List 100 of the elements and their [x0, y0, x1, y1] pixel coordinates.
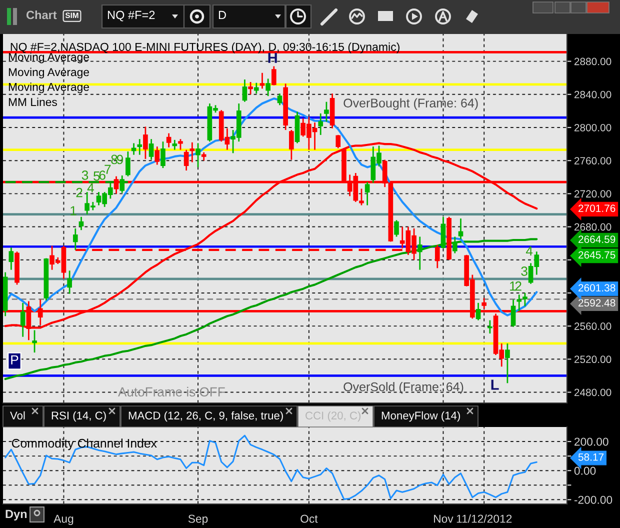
- ref-line-label: 2592.48: [578, 299, 616, 307]
- text: 2701.76: [578, 204, 616, 212]
- candlestick: [178, 138, 183, 151]
- text: MoneyFlow (14): [382, 411, 460, 422]
- candlestick: [510, 298, 516, 328]
- text: 58.17: [578, 453, 604, 461]
- candlestick: [452, 236, 458, 254]
- candlestick: [318, 112, 324, 136]
- annotation: OverSold (Frame: 64): [344, 382, 464, 394]
- candlestick: [8, 246, 14, 270]
- text: Dyn: [6, 510, 27, 521]
- text: RSI (14, C): [52, 411, 106, 422]
- candlestick: [271, 66, 276, 86]
- x-tick-label: Nov: [434, 514, 454, 523]
- annotation: P: [11, 355, 18, 364]
- annotation: 2: [76, 188, 82, 198]
- candlestick: [126, 150, 130, 177]
- candlestick: [154, 146, 160, 166]
- text: NQ #F=2: [108, 10, 155, 22]
- y-tick-label: 2560.00: [574, 322, 612, 330]
- candlestick: [160, 140, 166, 169]
- text: Commodity Channel Index: [12, 438, 157, 450]
- candlestick: [78, 216, 84, 231]
- text: 2664.59: [578, 236, 616, 243]
- y-tick-label: 2680.00: [574, 223, 612, 231]
- x-tick-label: 11/12/2012: [456, 514, 512, 523]
- candlestick: [394, 219, 399, 238]
- candlestick: [143, 126, 148, 160]
- candlestick: [324, 101, 329, 122]
- candlestick: [184, 149, 189, 172]
- annotation: 4: [526, 246, 533, 256]
- y-tick-label: 2720.00: [574, 190, 612, 198]
- annotation: H: [268, 52, 277, 63]
- candlestick: [166, 132, 172, 148]
- candlestick: [505, 342, 510, 384]
- annotation: 7: [104, 164, 111, 174]
- y-tick-label: 200.00: [574, 438, 608, 446]
- x-tick-label: Sep: [188, 514, 208, 526]
- candlestick: [32, 330, 37, 354]
- text: 2601.38: [578, 284, 616, 292]
- candlestick: [516, 294, 522, 312]
- candlestick: [242, 78, 248, 103]
- x-tick-label: Aug: [54, 514, 74, 526]
- text: 2645.75: [578, 251, 616, 259]
- candlestick: [417, 236, 422, 270]
- y-tick-label: 2480.00: [574, 388, 612, 396]
- annotation: L: [491, 380, 499, 390]
- candlestick: [120, 174, 125, 194]
- annotation: 3: [82, 170, 88, 180]
- annotation: Moving Average: [8, 68, 89, 78]
- annotation: OverBought (Frame: 64): [344, 98, 478, 110]
- y-tick-label: 2880.00: [574, 58, 612, 66]
- annotation: MM Lines: [8, 98, 57, 106]
- annotation: 3: [521, 266, 528, 276]
- candlestick: [148, 138, 154, 160]
- annotation: 8: [111, 154, 118, 164]
- candlestick: [260, 72, 265, 90]
- candlestick: [131, 142, 136, 156]
- annotation: 4: [87, 183, 94, 192]
- y-tick-label: 2800.00: [574, 124, 612, 132]
- candlestick: [336, 134, 341, 149]
- candlestick: [67, 270, 72, 294]
- annotation: Moving Average: [8, 82, 89, 94]
- text: D: [218, 10, 226, 20]
- candlestick: [248, 81, 253, 96]
- annotation: 2: [515, 281, 522, 291]
- annotation: 1: [510, 282, 516, 291]
- candlestick: [488, 320, 492, 334]
- candlestick: [20, 302, 26, 338]
- y-tick-label: 2520.00: [574, 356, 612, 364]
- y-tick-label: 2840.00: [574, 90, 612, 98]
- text: NQ #F=2,NASDAQ 100 E-MINI FUTURES (DAY), D, 09:30-16:15 (Dynamic): [10, 42, 400, 54]
- candlestick: [364, 181, 370, 206]
- annotation: 1: [70, 206, 76, 216]
- candlestick: [522, 292, 528, 307]
- text: Chart: [26, 10, 57, 20]
- annotation: 5: [94, 172, 100, 181]
- text: Vol: [10, 411, 25, 420]
- y-tick-label: 2760.00: [574, 157, 612, 164]
- line-series: [4, 434, 538, 500]
- candlestick: [72, 228, 78, 251]
- candlestick: [254, 82, 259, 94]
- annotation: 6: [99, 170, 106, 180]
- candlestick: [196, 142, 200, 168]
- candlestick: [434, 244, 440, 269]
- candlestick: [137, 138, 142, 156]
- candlestick: [458, 218, 464, 240]
- annotation: Moving Average: [8, 52, 89, 64]
- candlestick: [440, 216, 446, 249]
- candlestick: [266, 78, 270, 97]
- annotation: AutoFrame is OFF: [118, 386, 225, 397]
- x-tick-label: Oct: [300, 514, 318, 523]
- candlestick: [289, 129, 294, 160]
- candlestick: [476, 302, 481, 321]
- y-tick-label: -200.00: [574, 496, 612, 504]
- text: MACD (12, 26, C, 9, false, true): [128, 411, 283, 422]
- annotation: 9: [116, 154, 124, 164]
- candlestick: [172, 139, 178, 151]
- candlestick: [277, 92, 282, 106]
- y-tick-label: 0.00: [574, 466, 596, 475]
